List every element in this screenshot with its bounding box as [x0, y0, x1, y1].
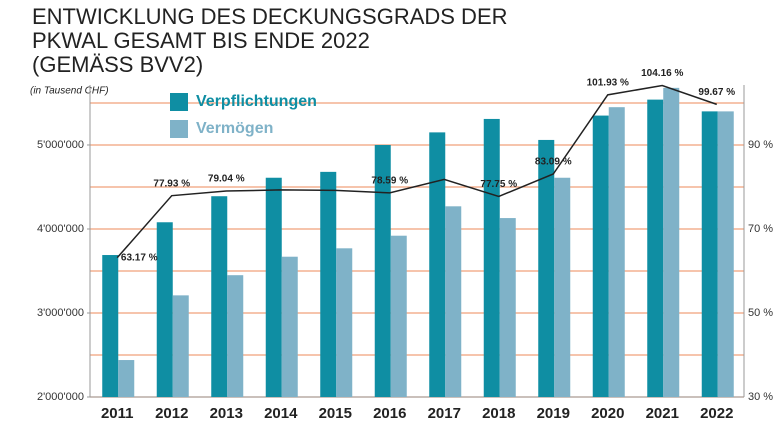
x-tick-label: 2011 [101, 405, 134, 422]
y-tick-label: 3'000'000 [37, 307, 84, 319]
bar [701, 111, 718, 398]
y2-tick-label: 70 % [748, 223, 773, 235]
bar [172, 295, 189, 397]
bar [663, 87, 680, 398]
bar [336, 248, 353, 397]
x-tick-label: 2017 [428, 405, 461, 422]
bar [717, 111, 734, 398]
legend-label: Vermögen [196, 120, 273, 137]
coverage-line [116, 84, 717, 259]
bar [118, 360, 135, 397]
legend-label: Verpflichtungen [196, 93, 317, 110]
x-tick-label: 2021 [646, 405, 679, 422]
bar [227, 275, 244, 397]
x-tick-label: 2020 [591, 405, 624, 422]
y-tick-label: 2'000'000 [37, 391, 84, 403]
data-label: 83.09 % [535, 157, 572, 168]
bar [445, 206, 462, 397]
x-tick-label: 2013 [210, 405, 243, 422]
x-tick-label: 2016 [373, 405, 406, 422]
data-label: 78.59 % [371, 176, 408, 187]
y2-tick-label: 50 % [748, 307, 773, 319]
bar [647, 99, 664, 397]
bar [320, 171, 337, 397]
bar [281, 256, 298, 397]
data-label: 104.16 % [641, 68, 683, 79]
x-tick-label: 2015 [319, 405, 352, 422]
bar [483, 118, 500, 398]
legend-swatch [170, 93, 188, 111]
bar [499, 218, 516, 397]
y2-tick-label: 30 % [748, 391, 773, 403]
bar [156, 222, 173, 397]
y-tick-label: 4'000'000 [37, 223, 84, 235]
x-tick-label: 2022 [700, 405, 733, 422]
x-tick-label: 2019 [537, 405, 570, 422]
bar [102, 255, 119, 397]
data-label: 77.93 % [153, 178, 190, 189]
bar [608, 107, 625, 397]
chart-subtitle: (in Tausend CHF) [30, 86, 109, 97]
bar [429, 132, 446, 397]
data-label: 77.75 % [480, 179, 517, 190]
data-label: 99.67 % [698, 87, 735, 98]
y-tick-label: 5'000'000 [37, 139, 84, 151]
chart-title: ENTWICKLUNG DES DECKUNGSGRADS DER PKWAL … [32, 4, 514, 77]
bar [211, 196, 228, 397]
legend-swatch [170, 120, 188, 138]
x-tick-label: 2014 [264, 405, 298, 422]
bar [538, 139, 555, 397]
bar [390, 235, 407, 397]
data-label: 63.17 % [121, 252, 158, 263]
bar [265, 177, 282, 397]
data-label: 79.04 % [208, 174, 245, 185]
bar [374, 144, 391, 397]
y2-tick-label: 90 % [748, 139, 773, 151]
bar [592, 115, 609, 397]
x-tick-label: 2018 [482, 405, 515, 422]
bar [554, 177, 571, 397]
data-label: 101.93 % [587, 78, 629, 89]
x-tick-label: 2012 [155, 405, 188, 422]
